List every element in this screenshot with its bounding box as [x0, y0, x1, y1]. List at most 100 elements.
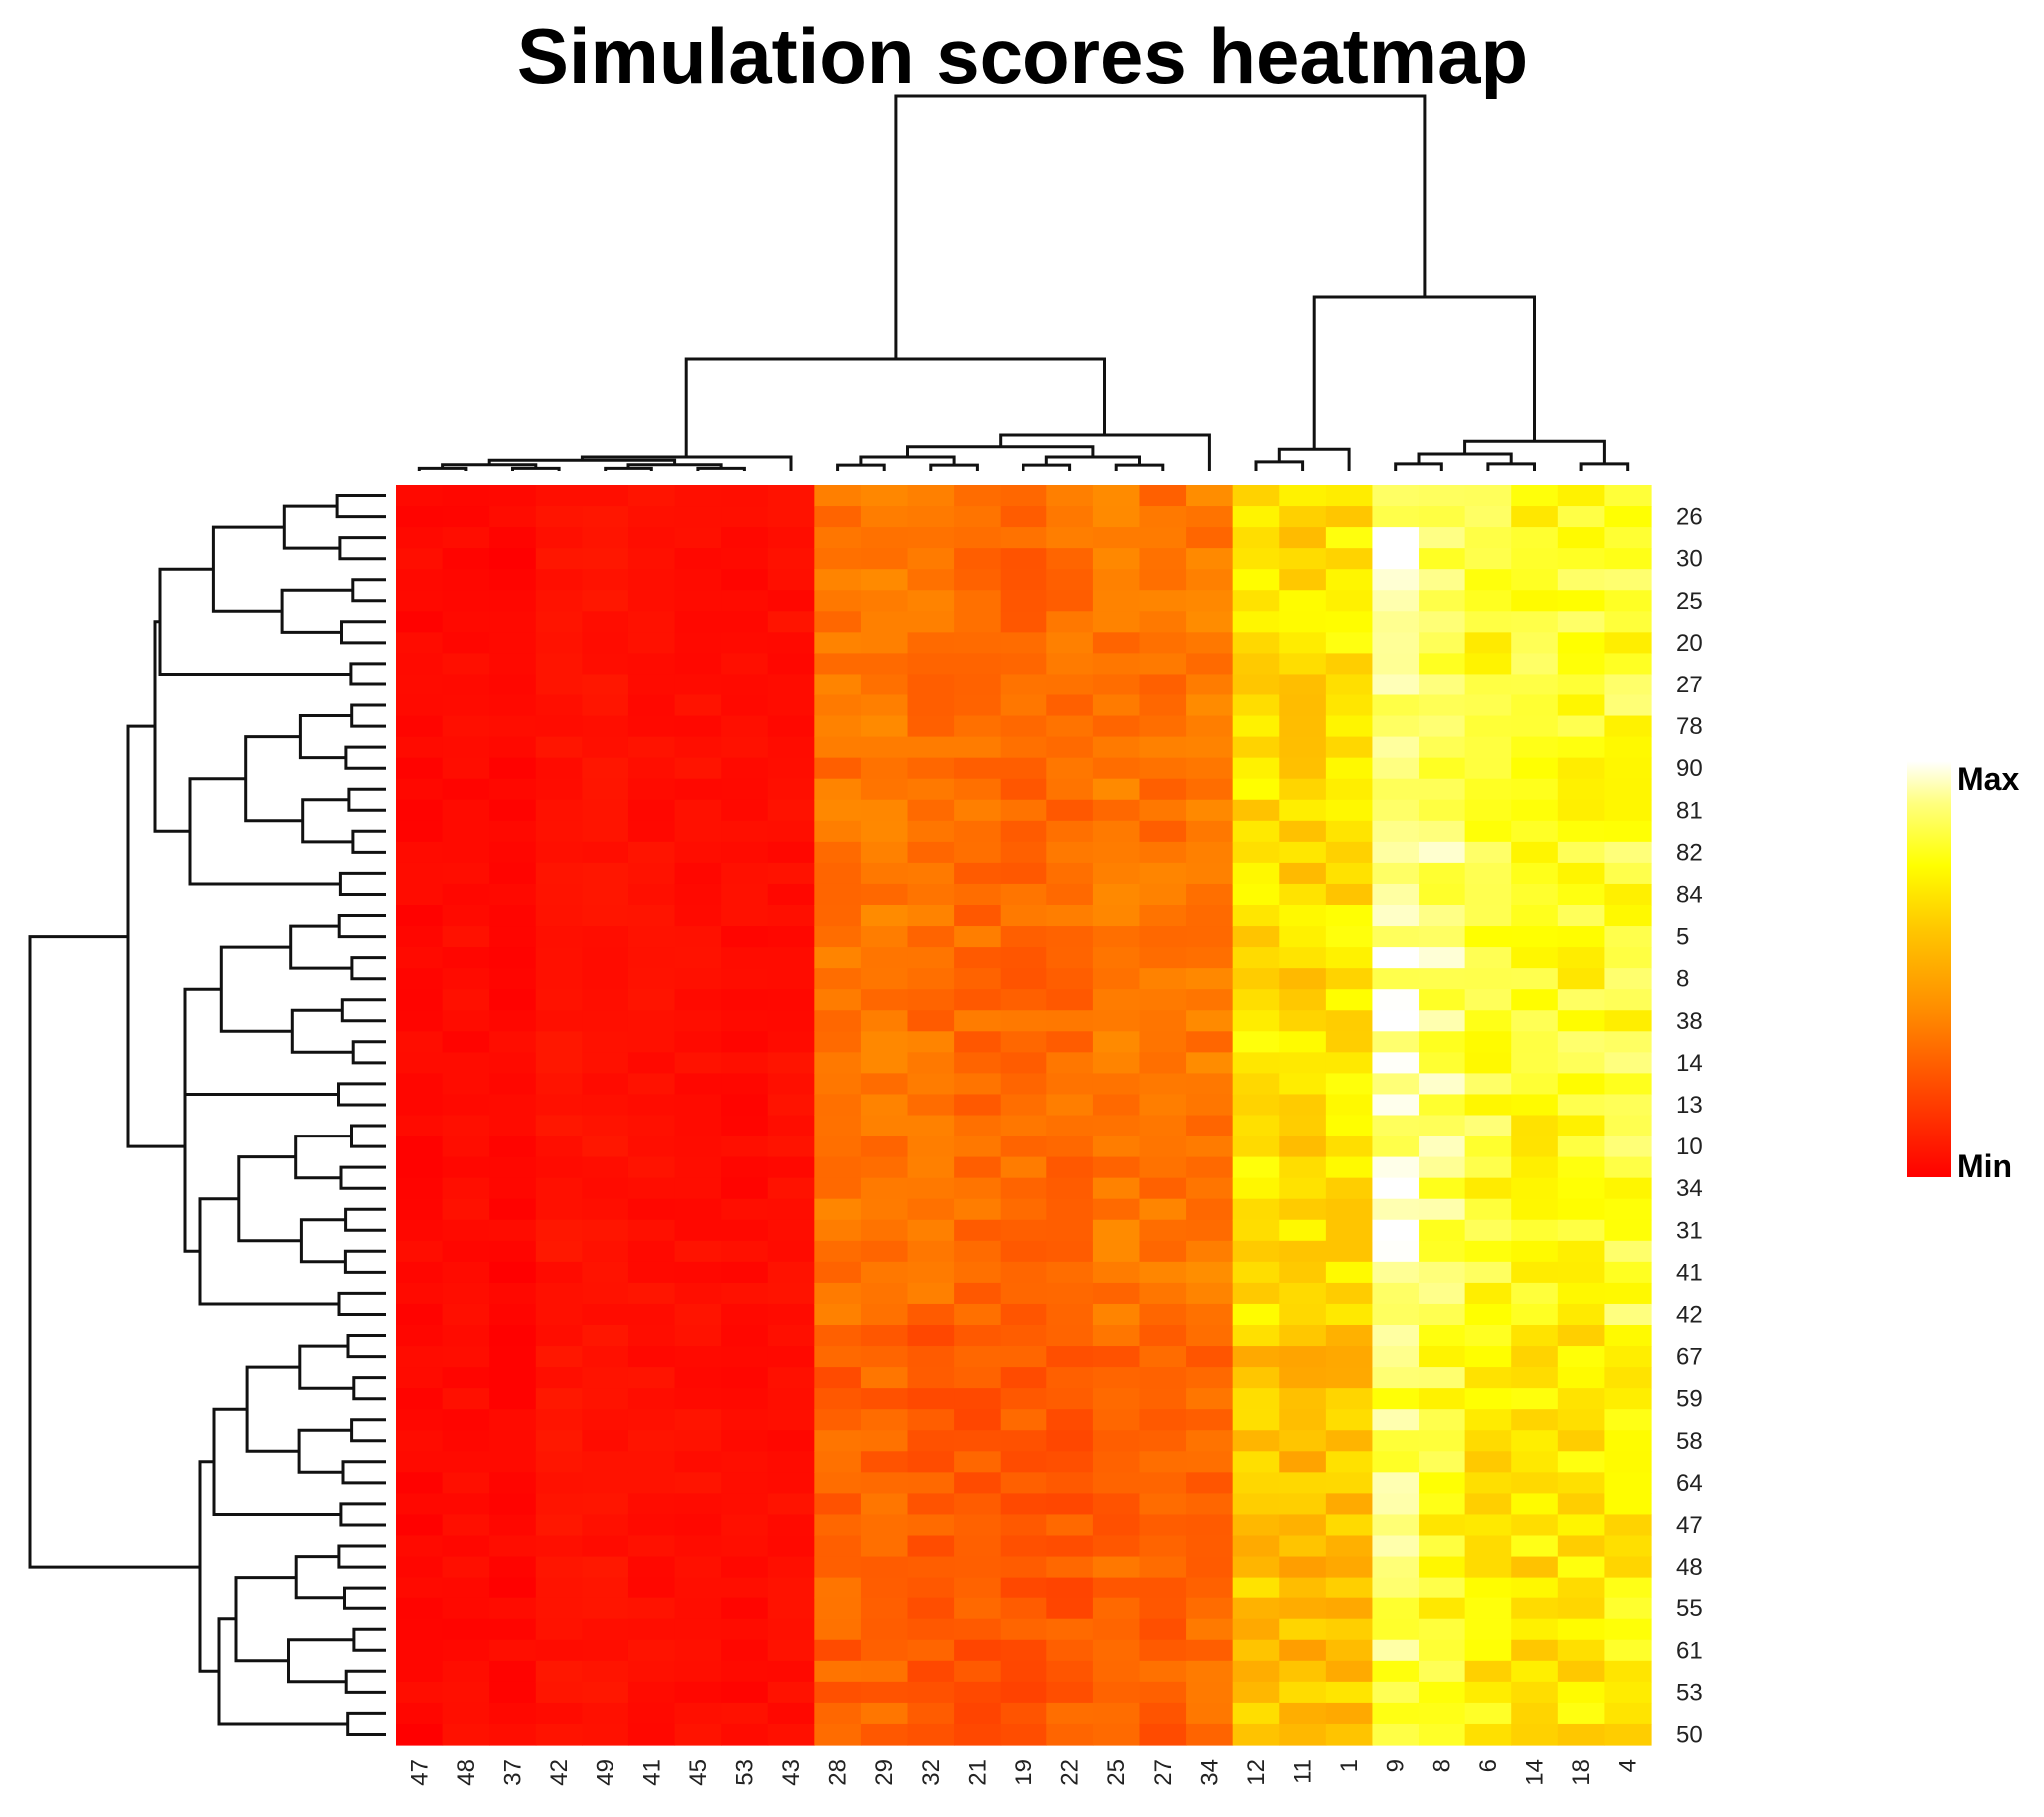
- heatmap-cell: [1000, 548, 1047, 570]
- heatmap-cell: [721, 1514, 769, 1537]
- heatmap-cell: [721, 1010, 769, 1032]
- heatmap-cell: [767, 715, 815, 738]
- heatmap-cell: [814, 694, 862, 717]
- heatmap-cell: [489, 1031, 537, 1053]
- heatmap-cell: [1419, 1660, 1466, 1683]
- heatmap-cell: [1186, 1261, 1234, 1284]
- heatmap-cell: [1000, 694, 1047, 717]
- heatmap-cell: [396, 778, 444, 801]
- dendrogram-branch: [290, 1008, 354, 1054]
- heatmap-cell: [721, 1240, 769, 1263]
- heatmap-cell: [1419, 1219, 1466, 1242]
- heatmap-cell: [1279, 1493, 1327, 1516]
- heatmap-cell: [1092, 1535, 1141, 1558]
- heatmap-cell: [535, 694, 583, 717]
- heatmap-cell: [1557, 1156, 1605, 1179]
- heatmap-cell: [860, 1240, 909, 1263]
- heatmap-cell: [767, 1240, 815, 1263]
- heatmap-cell: [1139, 862, 1187, 885]
- heatmap-cell: [1000, 1156, 1047, 1179]
- heatmap-cell: [1372, 1639, 1420, 1662]
- heatmap-cell: [860, 569, 909, 591]
- heatmap-cell: [674, 1472, 722, 1494]
- heatmap-cell: [954, 1240, 1002, 1263]
- heatmap-cell: [1557, 1639, 1605, 1662]
- heatmap-cell: [1279, 841, 1327, 864]
- heatmap-cell: [1557, 632, 1605, 654]
- heatmap-cell: [1372, 1597, 1420, 1620]
- heatmap-cell: [442, 1472, 490, 1494]
- heatmap-cell: [1325, 1115, 1374, 1137]
- heatmap-cell: [1372, 485, 1420, 507]
- heatmap-cell: [1511, 1639, 1559, 1662]
- heatmap-cell: [1279, 569, 1327, 591]
- heatmap-cell: [1325, 1639, 1374, 1662]
- heatmap-cell: [860, 1639, 909, 1662]
- heatmap-cell: [1511, 611, 1559, 633]
- heatmap-cell: [1279, 820, 1327, 843]
- heatmap-cell: [907, 1597, 955, 1620]
- heatmap-cell: [814, 947, 862, 969]
- heatmap-cell: [1511, 883, 1559, 906]
- heatmap-cell: [489, 632, 537, 654]
- heatmap-cell: [1232, 1010, 1280, 1032]
- heatmap-cell: [1092, 1388, 1141, 1410]
- heatmap-cell: [1046, 757, 1094, 780]
- heatmap-cell: [767, 883, 815, 906]
- heatmap-cell: [1186, 1367, 1234, 1389]
- heatmap-cell: [1279, 1577, 1327, 1599]
- heatmap-cell: [1557, 1535, 1605, 1558]
- heatmap-cell: [1325, 1240, 1374, 1263]
- heatmap-cell: [1419, 611, 1466, 633]
- heatmap-cell: [535, 905, 583, 927]
- heatmap-cell: [1139, 1136, 1187, 1158]
- heatmap-cell: [582, 611, 629, 633]
- heatmap-cell: [396, 1156, 444, 1179]
- heatmap-cell: [489, 715, 537, 738]
- heatmap-cell: [1139, 674, 1187, 696]
- heatmap-cell: [1000, 715, 1047, 738]
- heatmap-cell: [721, 1639, 769, 1662]
- heatmap-cell: [1464, 1409, 1512, 1431]
- heatmap-cell: [1279, 1240, 1327, 1263]
- heatmap-cell: [442, 989, 490, 1011]
- heatmap-cell: [1511, 905, 1559, 927]
- heatmap-cell: [907, 1556, 955, 1579]
- heatmap-cell: [1557, 1136, 1605, 1158]
- heatmap-cell: [907, 1493, 955, 1516]
- heatmap-cell: [1232, 1156, 1280, 1179]
- heatmap-cell: [1372, 527, 1420, 549]
- heatmap-cell: [1186, 506, 1234, 528]
- heatmap-cell: [1186, 590, 1234, 612]
- heatmap-cell: [954, 1198, 1002, 1221]
- heatmap-cell: [1232, 1597, 1280, 1620]
- heatmap-cell: [1232, 926, 1280, 948]
- heatmap-cell: [396, 1472, 444, 1494]
- heatmap-cell: [954, 1346, 1002, 1368]
- heatmap-cell: [767, 1261, 815, 1284]
- heatmap-cell: [1325, 1325, 1374, 1347]
- heatmap-cell: [489, 527, 537, 549]
- heatmap-cell: [1186, 1577, 1234, 1599]
- heatmap-cell: [767, 1031, 815, 1053]
- heatmap-cell: [1046, 778, 1094, 801]
- heatmap-cell: [674, 989, 722, 1011]
- heatmap-cell: [1279, 485, 1327, 507]
- heatmap-cell: [1419, 1430, 1466, 1452]
- heatmap-cell: [814, 1388, 862, 1410]
- heatmap-cell: [1232, 1240, 1280, 1263]
- heatmap-cell: [1139, 1261, 1187, 1284]
- heatmap-cell: [767, 1556, 815, 1579]
- heatmap-cell: [1372, 1367, 1420, 1389]
- heatmap-cell: [442, 1723, 490, 1746]
- heatmap-cell: [1419, 1577, 1466, 1599]
- heatmap-cell: [860, 1303, 909, 1326]
- heatmap-cell: [1372, 1156, 1420, 1179]
- heatmap-cell: [582, 947, 629, 969]
- heatmap-cell: [1325, 1723, 1374, 1746]
- heatmap-cell: [860, 1346, 909, 1368]
- heatmap-cell: [1557, 736, 1605, 759]
- heatmap-cell: [907, 905, 955, 927]
- heatmap-cell: [627, 736, 676, 759]
- heatmap-cell: [442, 968, 490, 990]
